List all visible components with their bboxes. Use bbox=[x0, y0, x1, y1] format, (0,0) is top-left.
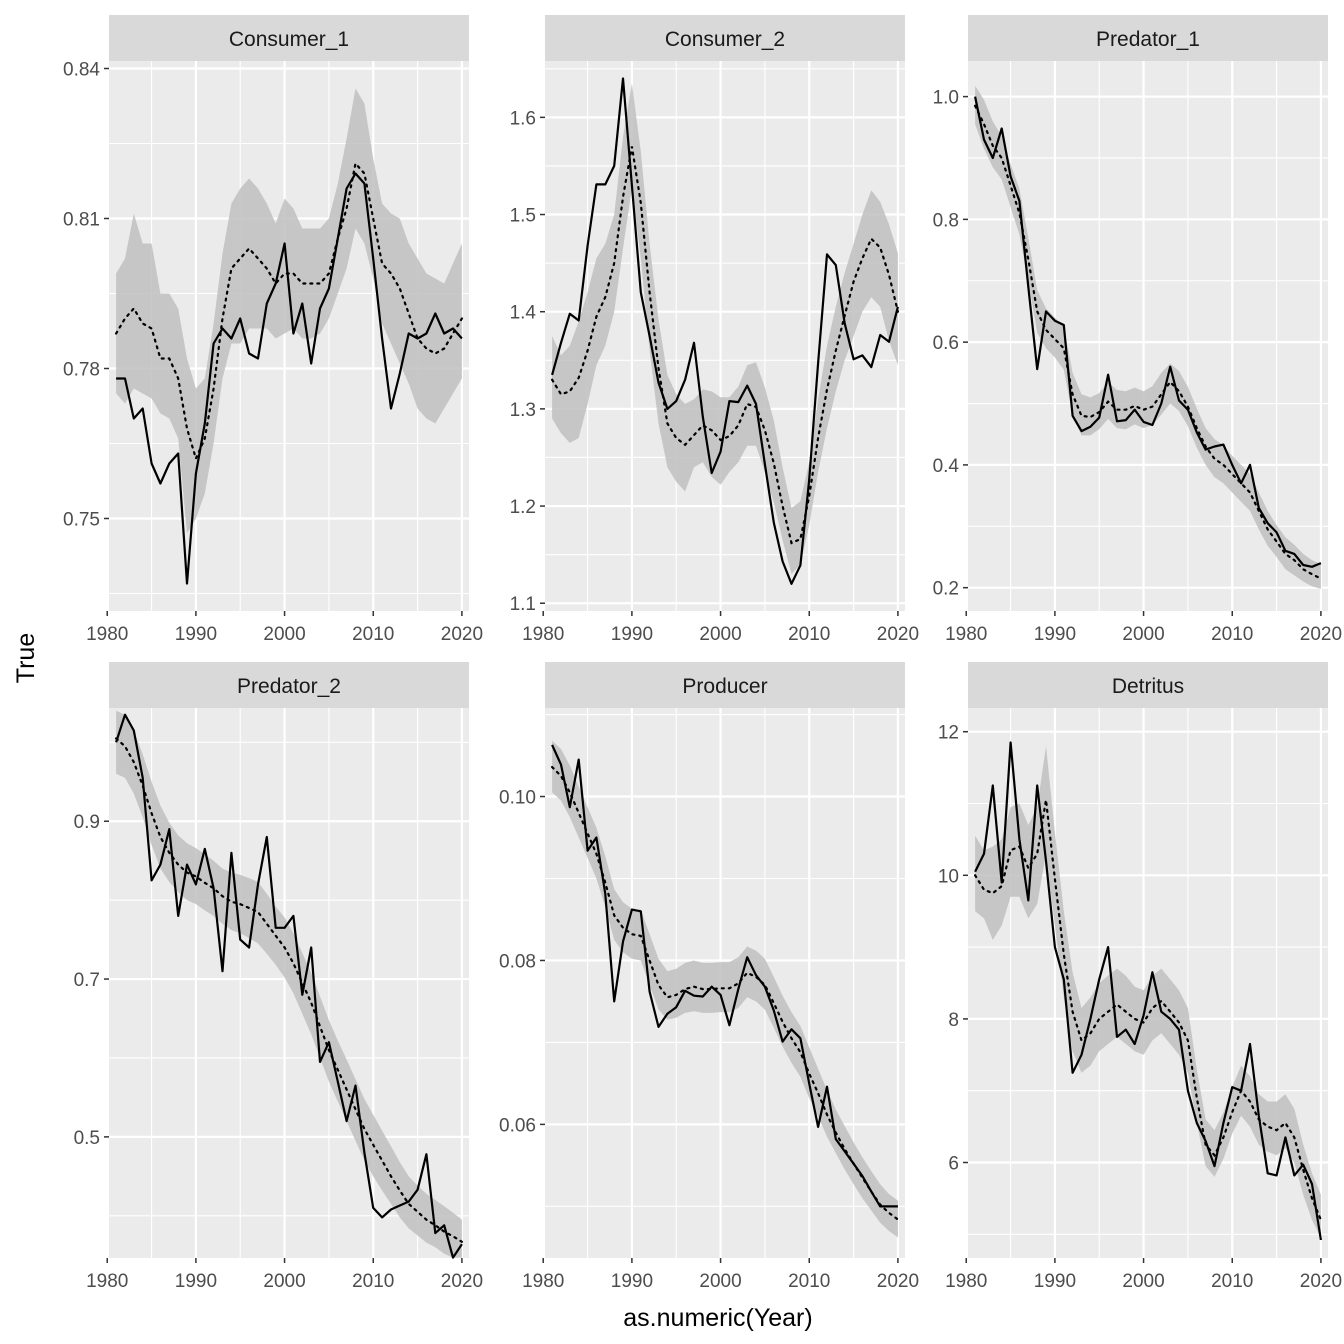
facet-title: Consumer_1 bbox=[229, 28, 349, 51]
facet-panel: Producer 0.06 0.08 0.10 1980 1990 2000 2010 2020 bbox=[499, 662, 919, 1292]
x-tick-label: 2020 bbox=[877, 1271, 919, 1292]
confidence-ribbon bbox=[552, 740, 898, 1238]
x-tick-label: 2000 bbox=[263, 1271, 305, 1292]
x-tick-label: 2000 bbox=[1122, 1271, 1164, 1292]
y-tick-label: 0.78 bbox=[63, 360, 100, 381]
y-tick-label: 1.1 bbox=[510, 594, 536, 615]
x-tick-label: 2020 bbox=[1300, 624, 1342, 645]
x-tick-label: 2000 bbox=[263, 624, 305, 645]
facet-panel: Consumer_1 0.75 0.78 0.81 0.84 1980 1990 2000 20… bbox=[63, 15, 483, 645]
facet-panel: Consumer_2 1.1 1.2 1.3 1.4 1.5 1.6 1980 1990 2000… bbox=[510, 15, 919, 645]
x-tick-label: 1980 bbox=[86, 1271, 128, 1292]
facet-strip bbox=[968, 15, 1328, 61]
confidence-ribbon bbox=[116, 710, 462, 1258]
estimate-line bbox=[550, 765, 900, 1221]
observed-line bbox=[974, 96, 1322, 568]
confidence-ribbon bbox=[116, 88, 462, 534]
x-axis-title: as.numeric(Year) bbox=[623, 1304, 812, 1332]
observed-line bbox=[551, 77, 899, 585]
observed-line bbox=[116, 172, 463, 585]
x-tick-label: 2020 bbox=[441, 624, 483, 645]
y-tick-label: 0.84 bbox=[63, 60, 100, 81]
facet-title: Consumer_2 bbox=[665, 28, 785, 51]
observed-line bbox=[115, 713, 463, 1259]
x-tick-label: 1980 bbox=[522, 1271, 564, 1292]
x-tick-label: 2000 bbox=[699, 1271, 741, 1292]
x-tick-label: 2020 bbox=[441, 1271, 483, 1292]
facet-title: Predator_1 bbox=[1096, 28, 1200, 51]
facet-title: Producer bbox=[682, 675, 767, 698]
estimate-line bbox=[114, 161, 463, 462]
x-tick-label: 1980 bbox=[945, 1271, 987, 1292]
y-tick-label: 0.8 bbox=[933, 210, 959, 231]
x-tick-label: 1990 bbox=[1034, 624, 1076, 645]
x-tick-label: 1990 bbox=[611, 624, 653, 645]
x-tick-label: 2010 bbox=[788, 1271, 830, 1292]
y-tick-label: 0.10 bbox=[499, 788, 536, 809]
facet-panel: Predator_2 0.5 0.7 0.9 1980 1990 2000 2010 2020 bbox=[74, 662, 483, 1292]
y-tick-label: 10 bbox=[938, 866, 959, 887]
x-tick-label: 1990 bbox=[611, 1271, 653, 1292]
x-tick-label: 2000 bbox=[1122, 624, 1164, 645]
facet-strip bbox=[109, 662, 469, 708]
estimate-line bbox=[973, 799, 1323, 1222]
y-tick-label: 0.5 bbox=[74, 1128, 100, 1149]
x-tick-label: 2010 bbox=[352, 624, 394, 645]
facet-panel: Detritus 6 8 10 12 1980 1990 2000 2010 2020 bbox=[938, 662, 1342, 1292]
facet-panel: Predator_1 0.2 0.4 0.6 0.8 1.0 1980 1990 2000 201… bbox=[933, 15, 1342, 645]
facet-strip bbox=[545, 15, 905, 61]
x-tick-label: 1990 bbox=[175, 1271, 217, 1292]
x-tick-label: 1980 bbox=[945, 624, 987, 645]
y-tick-label: 12 bbox=[938, 723, 959, 744]
x-tick-label: 2000 bbox=[699, 624, 741, 645]
y-tick-label: 0.81 bbox=[63, 210, 100, 231]
x-tick-label: 1990 bbox=[175, 624, 217, 645]
y-tick-label: 8 bbox=[948, 1010, 959, 1031]
x-tick-label: 2020 bbox=[1300, 1271, 1342, 1292]
x-tick-label: 1980 bbox=[522, 624, 564, 645]
y-tick-label: 0.6 bbox=[933, 333, 959, 354]
y-tick-label: 1.4 bbox=[510, 303, 537, 324]
y-tick-label: 1.3 bbox=[510, 400, 536, 421]
y-tick-label: 0.06 bbox=[499, 1115, 536, 1136]
x-tick-label: 2020 bbox=[877, 624, 919, 645]
y-tick-label: 1.5 bbox=[510, 206, 536, 227]
facet-title: Predator_2 bbox=[237, 675, 341, 698]
y-tick-label: 0.7 bbox=[74, 970, 100, 991]
observed-line bbox=[551, 744, 898, 1208]
y-tick-label: 0.9 bbox=[74, 812, 100, 833]
y-tick-label: 0.08 bbox=[499, 951, 536, 972]
estimate-line bbox=[973, 104, 1323, 580]
observed-line bbox=[974, 741, 1322, 1241]
x-tick-label: 2010 bbox=[1211, 624, 1253, 645]
x-tick-label: 1990 bbox=[1034, 1271, 1076, 1292]
x-tick-label: 2010 bbox=[788, 624, 830, 645]
confidence-ribbon bbox=[975, 85, 1321, 589]
y-tick-label: 0.75 bbox=[63, 510, 100, 531]
y-tick-label: 1.6 bbox=[510, 108, 536, 129]
estimate-line bbox=[114, 737, 463, 1243]
y-axis-title: True bbox=[12, 633, 40, 683]
facet-strip bbox=[545, 662, 905, 708]
y-tick-label: 1.2 bbox=[510, 497, 536, 518]
x-tick-label: 2010 bbox=[352, 1271, 394, 1292]
x-tick-label: 2010 bbox=[1211, 1271, 1253, 1292]
facet-strip bbox=[109, 15, 469, 61]
y-tick-label: 1.0 bbox=[933, 88, 959, 109]
y-tick-label: 6 bbox=[948, 1154, 959, 1175]
x-tick-label: 1980 bbox=[86, 624, 128, 645]
y-tick-label: 0.4 bbox=[933, 456, 960, 477]
y-tick-label: 0.2 bbox=[933, 579, 959, 600]
facet-strip bbox=[968, 662, 1328, 708]
facet-title: Detritus bbox=[1112, 675, 1184, 698]
